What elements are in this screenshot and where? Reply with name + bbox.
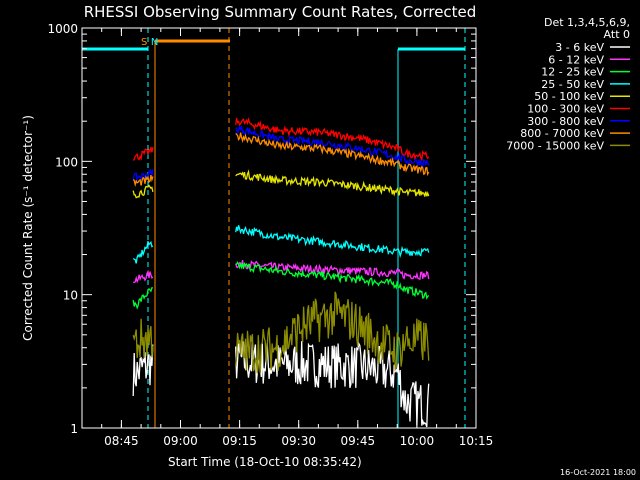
series-line-0-seg-1 — [235, 340, 430, 428]
x-axis-label: Start Time (18-Oct-10 08:35:42) — [168, 455, 362, 469]
series-line-6-seg-0 — [132, 168, 154, 183]
flag-n: N — [151, 37, 158, 48]
series-line-8-seg-1 — [235, 291, 430, 374]
series-line-0-seg-0 — [132, 344, 154, 397]
legend-header-line-2: Att 0 — [604, 28, 630, 41]
y-tick-label-1: 10 — [63, 289, 78, 303]
series-line-8-seg-0 — [132, 318, 154, 358]
series-line-1-seg-0 — [132, 269, 154, 284]
x-tick-label-5: 10:00 — [400, 434, 435, 448]
x-tick-label-0: 08:45 — [104, 434, 139, 448]
legend-label-2: 12 - 25 keV — [541, 66, 604, 79]
series-line-3-seg-0 — [132, 240, 154, 264]
legend-label-6: 300 - 800 keV — [527, 115, 604, 128]
series-line-4-seg-1 — [235, 169, 430, 197]
x-tick-label-1: 09:00 — [163, 434, 198, 448]
series-line-2-seg-0 — [132, 287, 153, 310]
series-line-6-seg-1 — [235, 124, 430, 169]
legend-label-5: 100 - 300 keV — [527, 103, 604, 116]
axes-layer: 08:45 09:00 09:15 09:30 09:45 10:00 10:15 1 10 10… — [47, 22, 493, 448]
legend-label-8: 7000 - 15000 keV — [506, 139, 604, 152]
legend-header-line-1: Det 1,3,4,5,6,9, — [544, 16, 630, 29]
series-line-2-seg-1 — [235, 260, 430, 300]
legend-label-7: 800 - 7000 keV — [520, 127, 604, 140]
series-line-3-seg-1 — [235, 225, 430, 259]
series-line-7-seg-0 — [132, 174, 154, 188]
legend-label-3: 25 - 50 keV — [541, 78, 604, 91]
x-tick-label-3: 09:30 — [281, 434, 316, 448]
y-tick-label-2: 100 — [55, 155, 78, 169]
chart-title: RHESSI Observing Summary Count Rates, Co… — [84, 3, 477, 21]
y-axis-label: Corrected Count Rate (s⁻¹ detector⁻¹) — [21, 115, 35, 341]
series-line-4-seg-0 — [132, 184, 154, 199]
series-line-5-seg-1 — [235, 117, 430, 162]
y-tick-label-3: 1000 — [47, 22, 78, 36]
footer-timestamp: 16-Oct-2021 18:00 — [560, 468, 636, 477]
series-line-5-seg-0 — [132, 146, 154, 161]
x-tick-label-2: 09:15 — [222, 434, 257, 448]
legend-label-0: 3 - 6 keV — [555, 41, 604, 54]
x-tick-label-6: 10:15 — [459, 434, 494, 448]
legend-label-4: 50 - 100 keV — [534, 90, 604, 103]
series-line-1-seg-1 — [235, 260, 430, 281]
legend-label-1: 6 - 12 keV — [548, 53, 604, 66]
flag-s: S — [141, 37, 147, 48]
y-tick-label-0: 1 — [70, 422, 78, 436]
series-line-7-seg-1 — [235, 132, 430, 177]
x-tick-label-4: 09:45 — [341, 434, 376, 448]
